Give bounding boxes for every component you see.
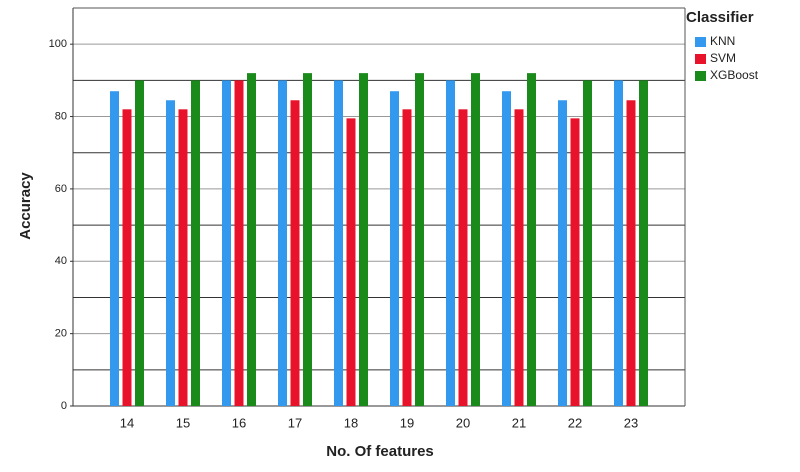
bar [402, 109, 412, 407]
bar [122, 109, 132, 407]
bar [166, 100, 175, 406]
y-tick-label: 80 [55, 110, 67, 122]
x-tick-label: 20 [456, 415, 470, 430]
x-tick-label: 17 [288, 415, 302, 430]
bar [502, 91, 511, 406]
x-tick-label: 21 [512, 415, 526, 430]
bar [290, 100, 300, 406]
bar [415, 73, 424, 407]
x-tick-label: 23 [624, 415, 638, 430]
bar [346, 118, 356, 406]
bar [110, 91, 119, 406]
bar [247, 73, 256, 407]
x-tick-label: 18 [344, 415, 358, 430]
y-tick-label: 60 [55, 183, 67, 195]
x-tick-label: 15 [176, 415, 190, 430]
bar [570, 118, 580, 406]
legend-swatch [695, 37, 706, 47]
legend-label: XGBoost [710, 68, 759, 82]
bar [514, 109, 524, 407]
bar [390, 91, 399, 406]
bar [458, 109, 468, 407]
bar [334, 80, 343, 406]
x-tick-label: 14 [120, 415, 134, 430]
bar [626, 100, 636, 406]
bar [303, 73, 312, 407]
bar [471, 73, 480, 407]
bar [359, 73, 368, 407]
legend-title: Classifier [686, 9, 754, 26]
legend-label: KNN [710, 34, 735, 48]
bar [527, 73, 536, 407]
y-tick-label: 0 [61, 400, 67, 412]
bar [446, 80, 455, 406]
y-tick-label: 100 [49, 38, 67, 50]
x-tick-label: 22 [568, 415, 582, 430]
y-axis-title: Accuracy [17, 172, 34, 240]
bar [178, 109, 188, 407]
bar [639, 80, 648, 406]
y-tick-label: 20 [55, 328, 67, 340]
legend-swatch [695, 71, 706, 81]
y-tick-label: 40 [55, 255, 67, 267]
bar [614, 80, 623, 406]
bar [191, 80, 200, 406]
x-tick-label: 16 [232, 415, 246, 430]
bar [135, 80, 144, 406]
legend-label: SVM [710, 51, 736, 65]
bar [222, 80, 231, 406]
bar [278, 80, 287, 406]
bar [583, 80, 592, 406]
legend-swatch [695, 54, 706, 64]
bar [558, 100, 567, 406]
x-axis-title: No. Of features [326, 443, 434, 460]
bar [234, 80, 244, 406]
x-tick-label: 19 [400, 415, 414, 430]
